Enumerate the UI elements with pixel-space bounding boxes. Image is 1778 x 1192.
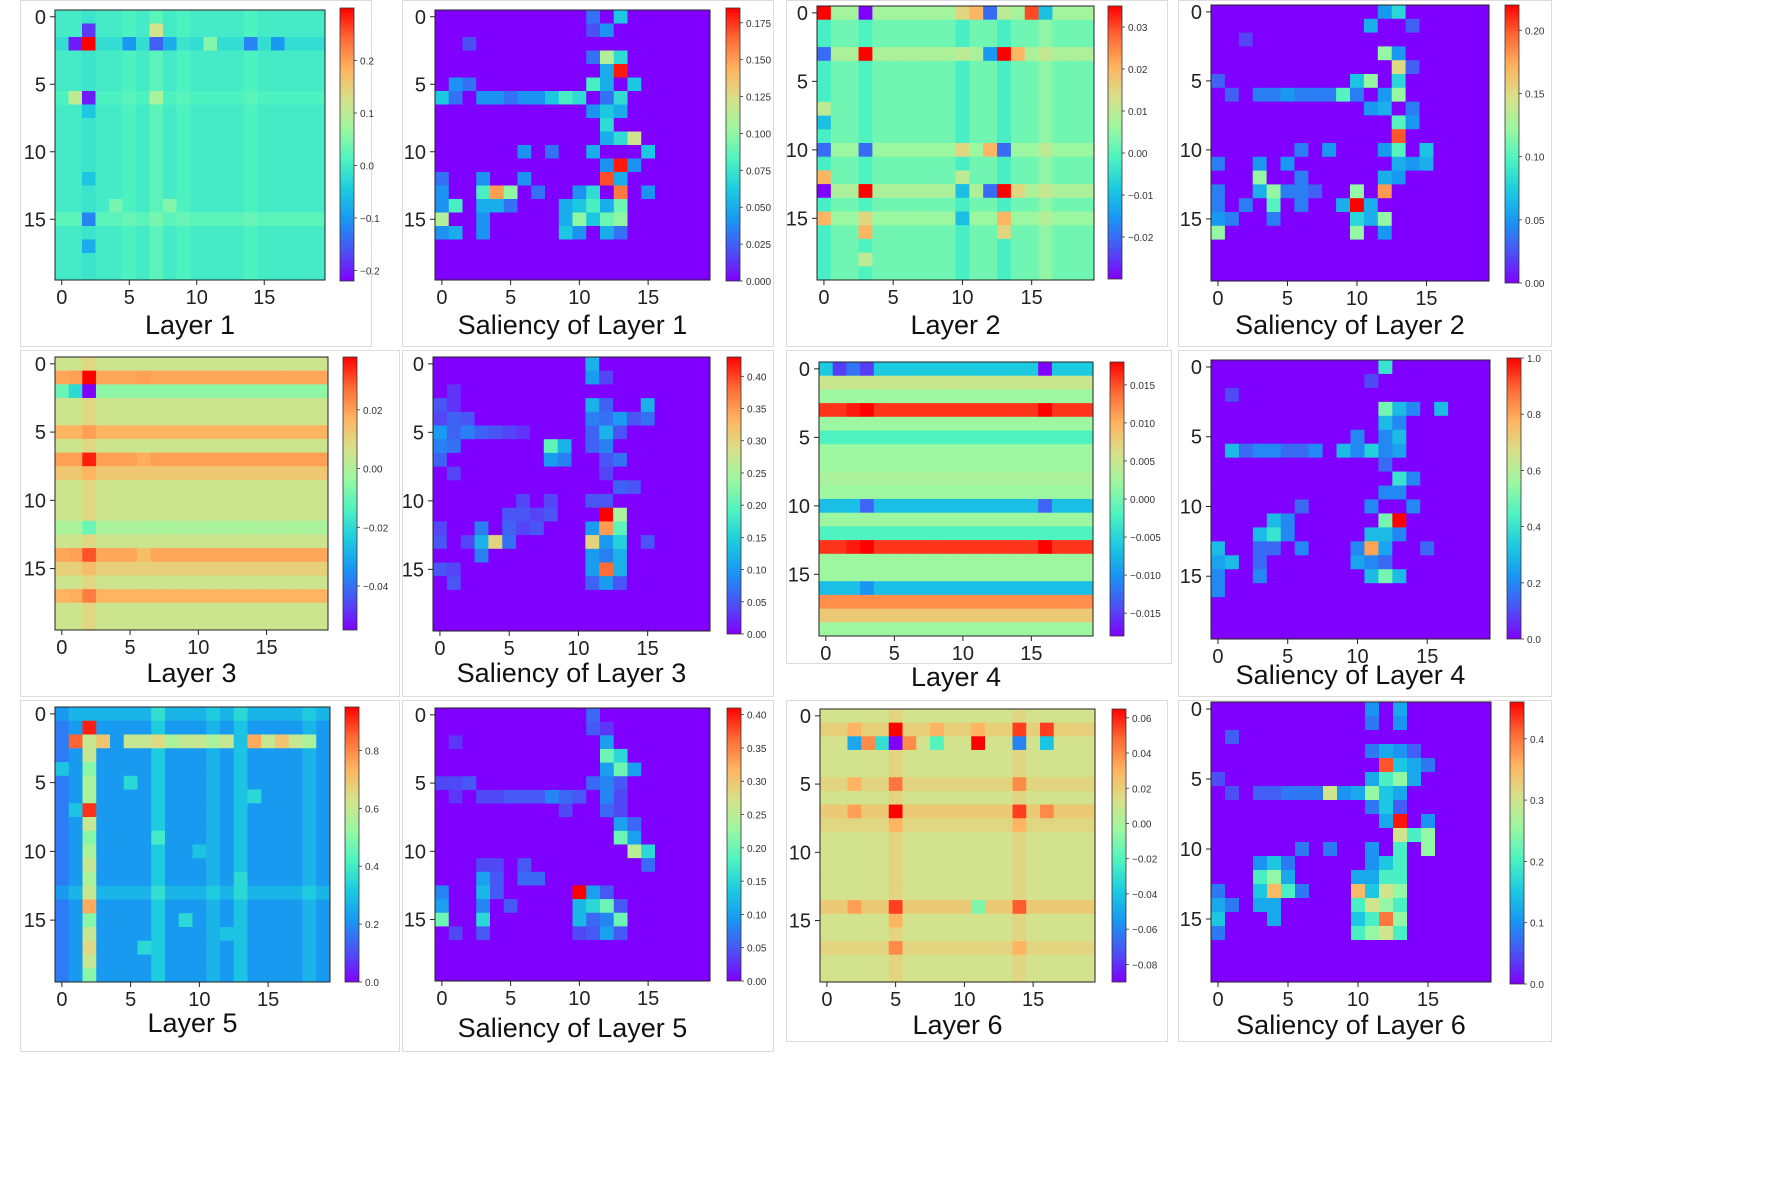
panel-frame <box>786 350 1172 664</box>
panel-caption: Saliency of Layer 1 <box>457 310 688 340</box>
panel-caption: Layer 2 <box>910 310 1001 340</box>
panel-caption: Saliency of Layer 2 <box>1235 310 1465 340</box>
panel-frame <box>786 700 1168 1042</box>
panel-caption: Saliency of Layer 4 <box>1235 660 1466 690</box>
panel-caption: Layer 5 <box>147 1008 238 1038</box>
panel-frame <box>20 700 400 1052</box>
panel-caption: Layer 3 <box>146 658 237 688</box>
panel-caption: Layer 4 <box>910 662 1002 692</box>
panel-frame <box>786 0 1168 347</box>
panel-caption: Layer 6 <box>912 1010 1003 1040</box>
panel-frame <box>1178 350 1552 697</box>
panel-frame <box>20 0 372 347</box>
panel-frame <box>1178 700 1552 1042</box>
panel-frame <box>402 700 774 1052</box>
panel-caption: Layer 1 <box>144 310 236 340</box>
panel-caption: Saliency of Layer 5 <box>457 1013 688 1043</box>
panel-frame <box>402 0 774 347</box>
panel-frame <box>402 350 774 697</box>
panel-caption: Saliency of Layer 3 <box>456 658 687 688</box>
panel-frame <box>20 350 400 697</box>
panel-frame <box>1178 0 1552 347</box>
